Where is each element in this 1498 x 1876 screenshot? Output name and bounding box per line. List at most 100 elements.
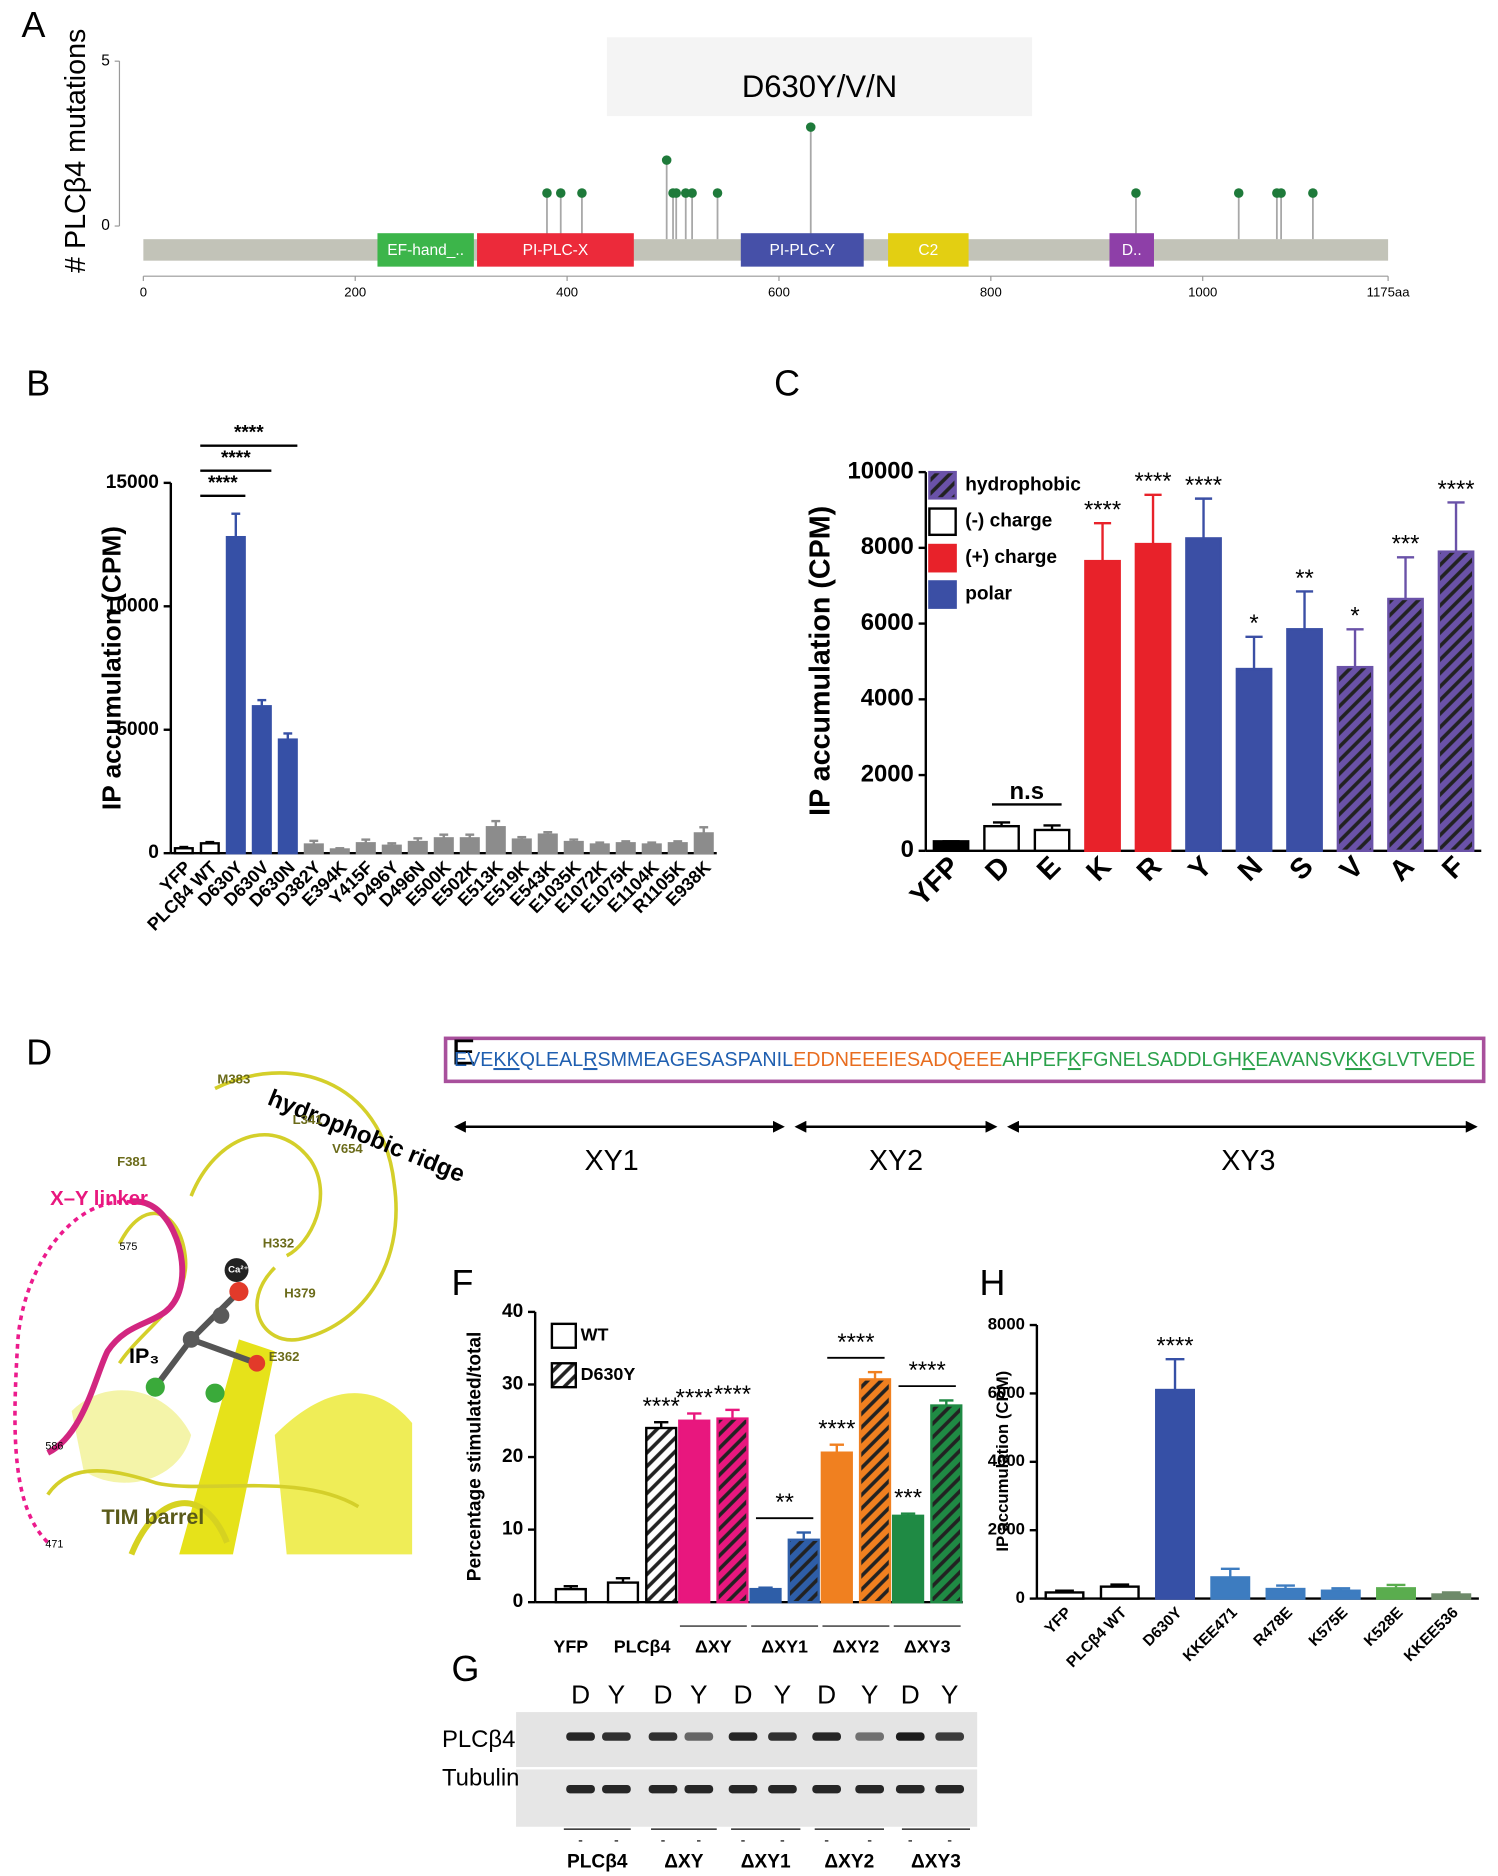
y-axis-label: Percentage stimulated/total xyxy=(464,1332,485,1582)
y-tick-label: 40 xyxy=(502,1301,523,1322)
band xyxy=(566,1732,595,1741)
bar xyxy=(1376,1587,1416,1600)
x-tick-label: KKEE471 xyxy=(1180,1604,1241,1665)
bond xyxy=(152,1337,194,1389)
bar xyxy=(1387,597,1424,852)
domain-label: PI-PLC-Y xyxy=(770,242,836,259)
band xyxy=(602,1784,631,1794)
sequence-segment: KK xyxy=(1345,1049,1372,1071)
bar xyxy=(693,832,714,855)
legend-swatch xyxy=(928,507,957,537)
x-tick-label: 1000 xyxy=(1188,284,1217,299)
y-axis-label: IP accumulation (CPM) xyxy=(993,1371,1012,1552)
significance-label: **** xyxy=(1185,472,1222,499)
band xyxy=(648,1784,678,1794)
mutation-point xyxy=(577,188,587,198)
domain-label: C2 xyxy=(918,242,938,259)
significance-label: * xyxy=(1350,603,1359,630)
bar xyxy=(1265,1587,1306,1600)
legend-swatch xyxy=(928,470,957,500)
bar xyxy=(459,837,480,855)
mutation-point xyxy=(671,188,681,198)
group-label: ΔXY3 xyxy=(911,1852,961,1873)
sequence-segment: K xyxy=(1242,1049,1256,1071)
x-tick-label: F xyxy=(1436,850,1471,885)
x-tick-label: ΔXY xyxy=(695,1636,732,1656)
bar xyxy=(485,826,506,855)
mutation-point xyxy=(555,188,566,198)
band xyxy=(812,1732,841,1741)
y-tick-label: 6000 xyxy=(988,1383,1025,1402)
bracket-label: **** xyxy=(837,1329,874,1356)
panel-label: B xyxy=(26,364,50,404)
legend-label: polar xyxy=(965,584,1012,605)
bar xyxy=(303,843,324,855)
bar xyxy=(678,1419,711,1604)
y-tick-label: 0 xyxy=(101,217,110,234)
sequence-segment: K xyxy=(1068,1049,1082,1071)
bar xyxy=(589,843,610,855)
bar xyxy=(355,842,376,855)
x-tick-label: 200 xyxy=(344,284,366,299)
x-tick-label: V xyxy=(1334,850,1370,886)
structure-label: hydrophobic ridge xyxy=(264,1084,468,1188)
sequence-segment: AHPEF xyxy=(1002,1049,1068,1071)
bar xyxy=(716,1417,749,1604)
structure-label: X–Y linker xyxy=(50,1188,148,1210)
bar xyxy=(1235,667,1273,852)
panel-label: H xyxy=(980,1263,1006,1303)
significance-label: **** xyxy=(643,1393,680,1420)
y-tick-label: 15000 xyxy=(106,472,159,493)
bar xyxy=(1134,542,1172,852)
sequence-segment: EVE xyxy=(454,1049,493,1071)
band xyxy=(728,1784,758,1794)
x-tick-label: PLCβ4 xyxy=(614,1636,671,1656)
x-tick-label: YFP xyxy=(553,1636,588,1656)
bar xyxy=(1431,1593,1472,1600)
x-tick-label: K575E xyxy=(1306,1604,1352,1650)
bar xyxy=(820,1451,853,1604)
annotation: D630Y/V/N xyxy=(742,69,897,104)
region-label: XY3 xyxy=(1221,1145,1275,1177)
annotation-box xyxy=(606,37,1033,117)
x-tick-label: 0 xyxy=(140,284,147,299)
x-tick-label: K528E xyxy=(1361,1604,1407,1650)
bar xyxy=(1210,1576,1251,1600)
x-tick-label: E xyxy=(1031,850,1067,886)
band xyxy=(895,1784,925,1794)
band xyxy=(855,1732,884,1741)
row-label: PLCβ4 xyxy=(442,1726,515,1753)
x-tick-label: ΔXY3 xyxy=(904,1636,951,1656)
domain-label: PI-PLC-X xyxy=(523,242,589,259)
x-tick-label: A xyxy=(1383,850,1420,887)
y-tick-label: 0 xyxy=(1016,1588,1025,1607)
significance-label: **** xyxy=(1084,497,1121,524)
loop xyxy=(214,1071,398,1342)
y-tick-label: 4000 xyxy=(988,1451,1025,1470)
bar xyxy=(1336,665,1374,852)
band xyxy=(684,1732,714,1741)
y-tick-label: 8000 xyxy=(861,533,914,560)
group-label: PLCβ4 xyxy=(567,1852,628,1873)
sequence-segment: SMMEAGESASPANIL xyxy=(597,1049,793,1071)
ip3-molecule xyxy=(145,1258,266,1403)
sequence-segment: FGNELSADDLGH xyxy=(1081,1049,1242,1071)
x-tick-label: R xyxy=(1131,850,1168,887)
bracket-label: ** xyxy=(775,1489,794,1516)
structure-label: H332 xyxy=(263,1235,294,1250)
legend-swatch xyxy=(928,543,957,573)
panel-label: C xyxy=(774,364,800,404)
y-tick-label: 0 xyxy=(513,1591,524,1612)
lane-label: Y xyxy=(690,1679,708,1709)
bar xyxy=(277,738,298,855)
y-tick-label: 0 xyxy=(901,836,914,863)
significance-label: * xyxy=(1249,610,1258,637)
y-tick-label: 2000 xyxy=(861,760,914,787)
y-tick-label: 10 xyxy=(502,1519,523,1540)
bar xyxy=(554,1587,587,1604)
lane-label: Y xyxy=(941,1679,959,1709)
sequence-segment: KK xyxy=(493,1049,520,1071)
bar xyxy=(749,1587,782,1604)
bar xyxy=(563,840,584,855)
